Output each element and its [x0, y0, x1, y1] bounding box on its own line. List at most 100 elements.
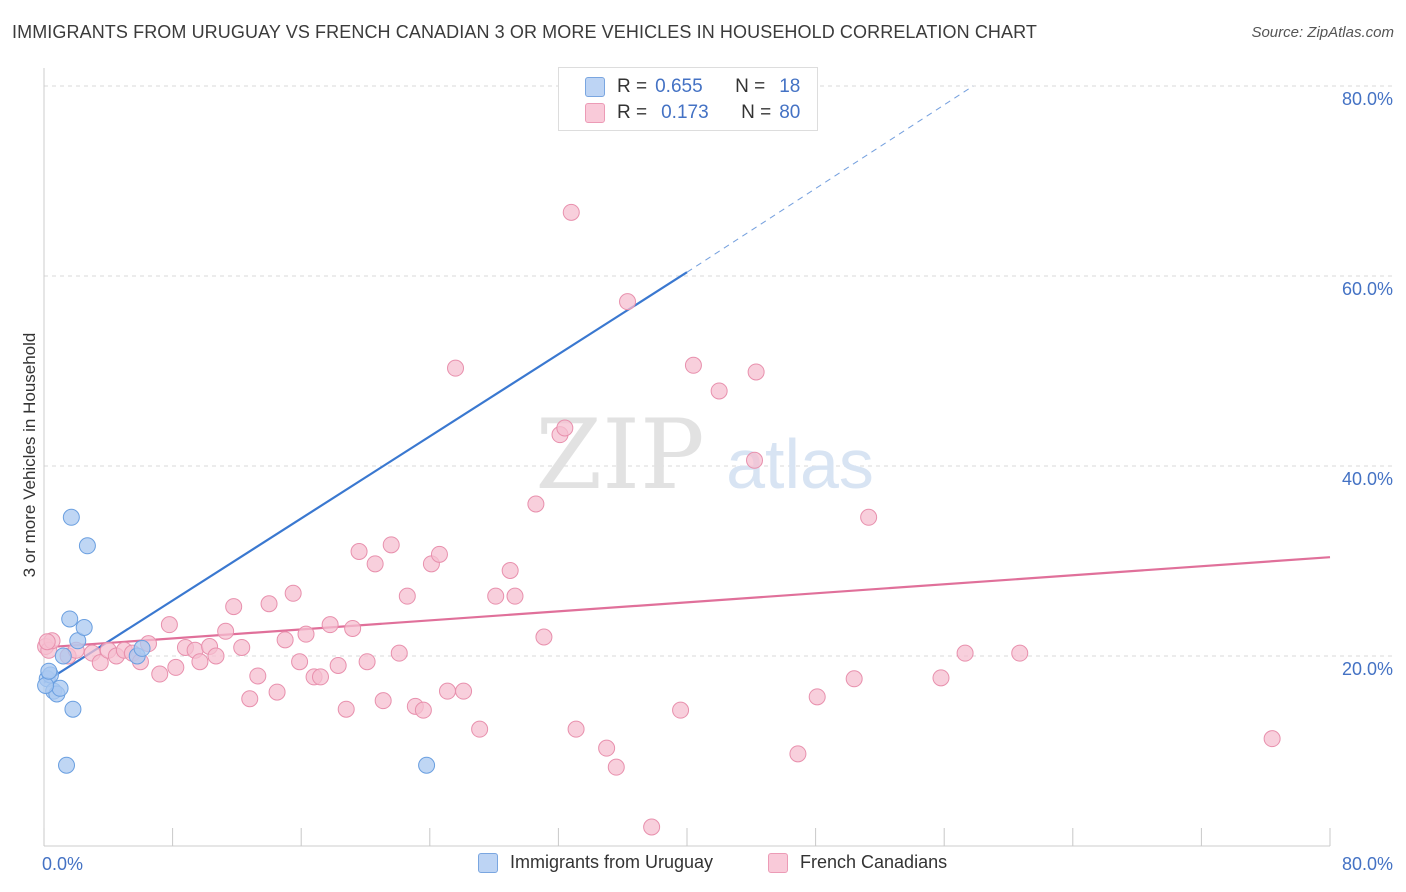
french-canadian-point: [471, 720, 489, 738]
uruguay-trend-line: [43, 271, 688, 684]
french-canadian-point: [241, 690, 259, 708]
uruguay-point: [54, 647, 72, 665]
series-legend-uruguay: Immigrants from Uruguay: [478, 852, 713, 873]
french-canadian-point: [562, 203, 580, 221]
legend-r-value: 0.173: [661, 102, 709, 123]
uruguay-point: [418, 756, 436, 774]
french-canadian-point: [344, 619, 362, 637]
uruguay-trend-extension: [686, 85, 974, 273]
french-canadian-trend-line: [43, 556, 1331, 649]
axis-layer: [43, 68, 1331, 847]
legend-swatch-uruguay: [585, 77, 605, 97]
french-canadian-point: [607, 758, 625, 776]
source-label: Source: ZipAtlas.com: [1251, 24, 1394, 41]
french-canadian-point: [556, 419, 574, 437]
french-canadian-point: [321, 616, 339, 634]
series-legend: Immigrants from Uruguay French Canadians: [0, 852, 1406, 878]
uruguay-point: [78, 537, 96, 555]
french-canadian-point: [619, 293, 637, 311]
grid-layer: [44, 85, 1392, 657]
french-canadian-point: [151, 665, 169, 683]
french-canadian-point: [487, 587, 505, 605]
x-tick-label: 80.0%: [1342, 854, 1393, 874]
legend-n-label: N =: [741, 102, 772, 123]
uruguay-point: [51, 679, 69, 697]
legend-r-label: R =: [617, 102, 648, 123]
french-canadian-point: [167, 658, 185, 676]
french-canadian-point: [710, 382, 728, 400]
french-canadian-point: [398, 587, 416, 605]
french-canadian-point: [501, 562, 519, 579]
x-tick-label: 0.0%: [42, 854, 83, 874]
correlation-legend: R = 0.655 N = 18 R = 0.173 N = 80: [558, 67, 818, 131]
french-canadian-point: [684, 356, 702, 374]
legend-n-value: 80: [779, 102, 801, 123]
french-canadian-point: [672, 701, 690, 719]
french-canadian-point: [747, 363, 765, 381]
uruguay-point: [75, 619, 93, 636]
french-canadian-point: [430, 545, 448, 563]
uruguay-point: [61, 610, 79, 628]
french-canadian-point: [382, 536, 400, 554]
french-canadian-point: [337, 700, 355, 718]
uruguay-point: [62, 508, 80, 526]
french-canadian-point: [746, 451, 764, 469]
legend-n-value: 18: [779, 76, 801, 97]
french-canadian-point: [358, 653, 376, 671]
french-canadian-point: [643, 818, 661, 836]
french-canadian-point: [217, 622, 235, 640]
trend-layer: [43, 85, 1331, 684]
points-layer: [37, 203, 1281, 836]
french-canadian-point: [438, 682, 456, 700]
french-canadian-point: [350, 543, 368, 560]
french-canadian-point: [567, 720, 585, 738]
french-canadian-point: [506, 587, 524, 605]
french-canadian-point: [1011, 644, 1029, 662]
legend-swatch-french: [585, 103, 605, 123]
french-canadian-point: [191, 653, 209, 671]
legend-row-french: R = 0.173 N = 80: [585, 101, 800, 125]
french-canadian-point: [284, 584, 302, 602]
french-canadian-point: [225, 598, 243, 616]
series-swatch-french: [768, 852, 788, 873]
uruguay-point: [133, 639, 151, 657]
series-label-uruguay: Immigrants from Uruguay: [510, 852, 714, 872]
legend-r-value: 0.655: [655, 76, 703, 97]
uruguay-point: [37, 676, 55, 694]
french-canadian-point: [789, 745, 807, 763]
y-tick-label: 80.0%: [1342, 89, 1393, 109]
french-canadian-point: [329, 657, 347, 674]
y-axis-title: 3 or more Vehicles in Household: [20, 332, 39, 578]
french-canadian-point: [374, 692, 392, 710]
y-tick-label: 20.0%: [1342, 659, 1393, 679]
series-legend-french: French Canadians: [768, 852, 947, 873]
y-tick-label: 60.0%: [1342, 279, 1393, 299]
french-canadian-point: [268, 683, 286, 701]
french-canadian-point: [845, 670, 863, 688]
french-canadian-point: [455, 682, 473, 700]
french-canadian-point: [276, 631, 294, 649]
french-canadian-point: [598, 739, 616, 757]
french-canadian-point: [160, 616, 178, 634]
french-canadian-point: [311, 668, 329, 686]
french-canadian-point: [527, 495, 545, 513]
french-canadian-point: [207, 647, 225, 665]
legend-r-label: R =: [617, 76, 648, 97]
french-canadian-point: [233, 638, 251, 656]
french-canadian-point: [535, 628, 553, 646]
french-canadian-point: [1263, 730, 1281, 748]
french-canadian-point: [291, 653, 309, 671]
watermark: ZIP atlas: [535, 399, 874, 511]
uruguay-point: [40, 662, 58, 680]
french-canadian-point: [249, 667, 267, 685]
french-canadian-point: [38, 633, 56, 651]
french-canadian-point: [956, 644, 974, 662]
french-canadian-point: [808, 688, 826, 706]
uruguay-point: [58, 756, 76, 774]
y-tick-label: 40.0%: [1342, 469, 1393, 489]
french-canadian-point: [390, 644, 408, 662]
french-canadian-point: [366, 555, 384, 573]
legend-n-label: N =: [735, 76, 766, 97]
legend-row-uruguay: R = 0.655 N = 18: [585, 75, 800, 99]
